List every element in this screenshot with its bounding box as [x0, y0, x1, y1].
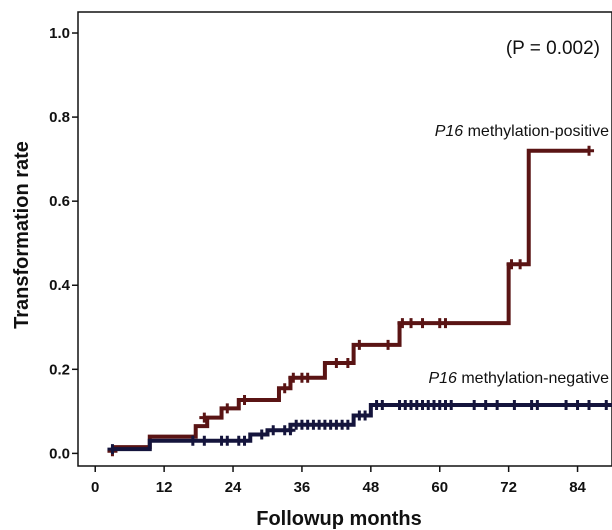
censor-mark [222, 403, 233, 414]
labels: (P = 0.002) P16 methylation-positive P16… [11, 38, 609, 530]
censor-mark [342, 419, 353, 430]
censor-mark [561, 400, 572, 411]
censor-mark [239, 435, 250, 446]
x-tick-label: 60 [431, 479, 448, 496]
censor-mark [268, 425, 279, 436]
series-line-methylation-negative [112, 403, 612, 452]
censor-mark [584, 145, 595, 156]
censor-mark [469, 400, 480, 411]
censor-mark [354, 339, 365, 350]
y-tick-label: 0.8 [49, 109, 70, 126]
censor-mark [406, 318, 417, 329]
x-tick-label: 12 [156, 479, 173, 496]
censor-mark [532, 400, 543, 411]
x-tick-label: 36 [294, 479, 311, 496]
censor-mark [342, 358, 353, 369]
censor-mark [331, 358, 342, 369]
y-tick-label: 0.6 [49, 193, 70, 210]
negative-label-italic: P16 [428, 370, 457, 387]
censor-mark [187, 435, 198, 446]
censor-mark [572, 400, 583, 411]
y-tick-label: 1.0 [49, 25, 70, 42]
censor-mark [509, 400, 520, 411]
censor-mark [360, 410, 371, 421]
x-tick-label: 0 [91, 479, 99, 496]
censor-mark [446, 400, 457, 411]
negative-label-rest: methylation-negative [457, 370, 609, 387]
positive-label-italic: P16 [435, 123, 464, 140]
censor-mark [302, 372, 313, 383]
censor-mark [492, 400, 503, 411]
plot-frame [77, 11, 612, 467]
positive-label-rest: methylation-positive [463, 123, 609, 140]
y-axis-title: Transformation rate [11, 141, 33, 329]
censor-mark [584, 400, 595, 411]
censor-mark [515, 259, 526, 270]
censor-mark [601, 400, 612, 411]
censor-mark [288, 372, 299, 383]
censor-mark [285, 425, 296, 436]
censor-mark [239, 395, 250, 406]
axes: 0 12 24 36 48 60 72 84 0.0 0.2 0.4 0.6 0.8 1.0 [49, 11, 612, 496]
negative-series-label: P16 methylation-negative [428, 370, 609, 387]
x-tick-label: 24 [225, 479, 242, 496]
censor-mark [279, 383, 290, 394]
x-tick-label: 48 [362, 479, 379, 496]
x-tick-label: 72 [500, 479, 517, 496]
censor-mark [377, 400, 388, 411]
p-value-annotation: (P = 0.002) [506, 38, 600, 59]
censor-mark [199, 435, 210, 446]
censor-mark [506, 259, 517, 270]
censor-mark [383, 339, 394, 350]
censor-mark [417, 318, 428, 329]
series-methylation-negative [107, 400, 612, 455]
censor-mark [440, 318, 451, 329]
censor-mark [199, 412, 210, 423]
y-tick-label: 0.0 [49, 445, 70, 462]
censor-mark [256, 429, 267, 440]
positive-series-label: P16 methylation-positive [435, 123, 609, 140]
series-line-methylation-positive [112, 148, 590, 450]
series-methylation-positive [107, 145, 595, 457]
x-tick-label: 84 [569, 479, 586, 496]
series-layer [107, 145, 612, 457]
censor-mark [107, 444, 118, 455]
censor-mark [397, 318, 408, 329]
y-tick-label: 0.4 [49, 277, 71, 294]
censor-mark [222, 435, 233, 446]
censor-mark [480, 400, 491, 411]
y-tick-label: 0.2 [49, 361, 70, 378]
x-axis-title: Followup months [256, 508, 422, 530]
